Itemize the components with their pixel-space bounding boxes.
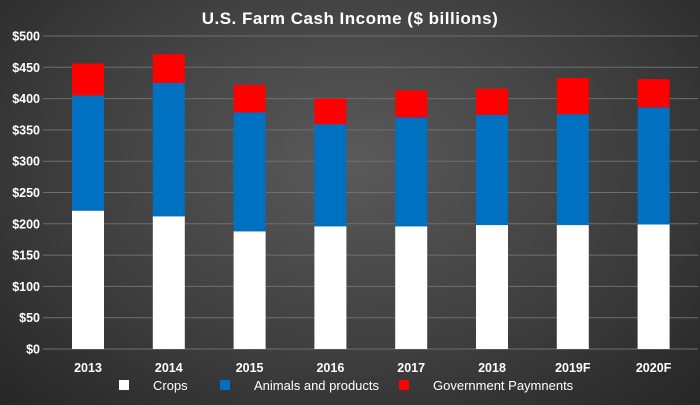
- legend-label: Government Paymnents: [433, 378, 574, 393]
- bar-segment-government: [152, 54, 185, 83]
- bar-segment-animals: [556, 114, 589, 226]
- bar-segment-animals: [395, 117, 428, 227]
- bar-segment-government: [72, 63, 104, 96]
- bar-segment-crops: [152, 216, 185, 349]
- x-tick-label: 2018: [478, 361, 506, 375]
- y-tick-label: $250: [12, 186, 40, 200]
- y-tick-label: $0: [26, 343, 40, 357]
- y-tick-label: $100: [12, 280, 40, 294]
- x-tick-label: 2013: [74, 361, 102, 375]
- y-tick-label: $450: [12, 61, 40, 75]
- y-tick-label: $150: [12, 249, 40, 263]
- bar-segment-animals: [637, 107, 670, 225]
- chart-title: U.S. Farm Cash Income ($ billions): [202, 9, 499, 28]
- x-axis-ticks: 2013 2014 2015 2016 2017 2018 2019F 2020F: [74, 361, 672, 375]
- bar-segment-crops: [233, 231, 266, 349]
- legend-label: Animals and products: [254, 378, 380, 393]
- bars: [72, 54, 670, 349]
- y-tick-label: $300: [12, 155, 40, 169]
- bar-segment-crops: [637, 224, 670, 349]
- legend-swatch: [220, 380, 230, 390]
- x-tick-label: 2017: [397, 361, 425, 375]
- bar-segment-government: [637, 79, 670, 108]
- y-tick-label: $400: [12, 92, 40, 106]
- bar-segment-government: [233, 84, 266, 113]
- bar-segment-crops: [314, 226, 347, 349]
- x-tick-label: 2015: [236, 361, 264, 375]
- legend-swatch: [119, 380, 129, 390]
- legend-swatch: [399, 380, 409, 390]
- x-tick-label: 2019F: [555, 361, 591, 375]
- x-tick-label: 2016: [316, 361, 344, 375]
- bar-segment-animals: [476, 114, 508, 226]
- bar-segment-government: [314, 98, 347, 125]
- bar-segment-crops: [556, 225, 589, 349]
- legend-label: Crops: [153, 378, 188, 393]
- legend: Crops Animals and products Government Paym…: [119, 378, 574, 393]
- bar-segment-animals: [72, 95, 104, 211]
- y-tick-label: $500: [12, 30, 40, 44]
- bar-segment-animals: [152, 82, 185, 217]
- bar-segment-crops: [395, 226, 428, 349]
- y-tick-label: $50: [19, 311, 40, 325]
- gridlines: [43, 35, 698, 350]
- y-tick-label: $350: [12, 123, 40, 137]
- bar-segment-crops: [476, 225, 508, 349]
- x-tick-label: 2014: [155, 361, 183, 375]
- bar-segment-government: [556, 77, 589, 115]
- bar-segment-animals: [233, 112, 266, 232]
- bar-segment-crops: [72, 210, 104, 349]
- bar-segment-government: [476, 88, 508, 115]
- y-tick-label: $200: [12, 217, 40, 231]
- bar-segment-government: [395, 90, 428, 118]
- x-tick-label: 2020F: [636, 361, 672, 375]
- y-axis-ticks: $0 $50 $100 $150 $200 $250 $300 $350 $400 $450 $50…: [12, 30, 40, 357]
- bar-segment-animals: [314, 124, 347, 227]
